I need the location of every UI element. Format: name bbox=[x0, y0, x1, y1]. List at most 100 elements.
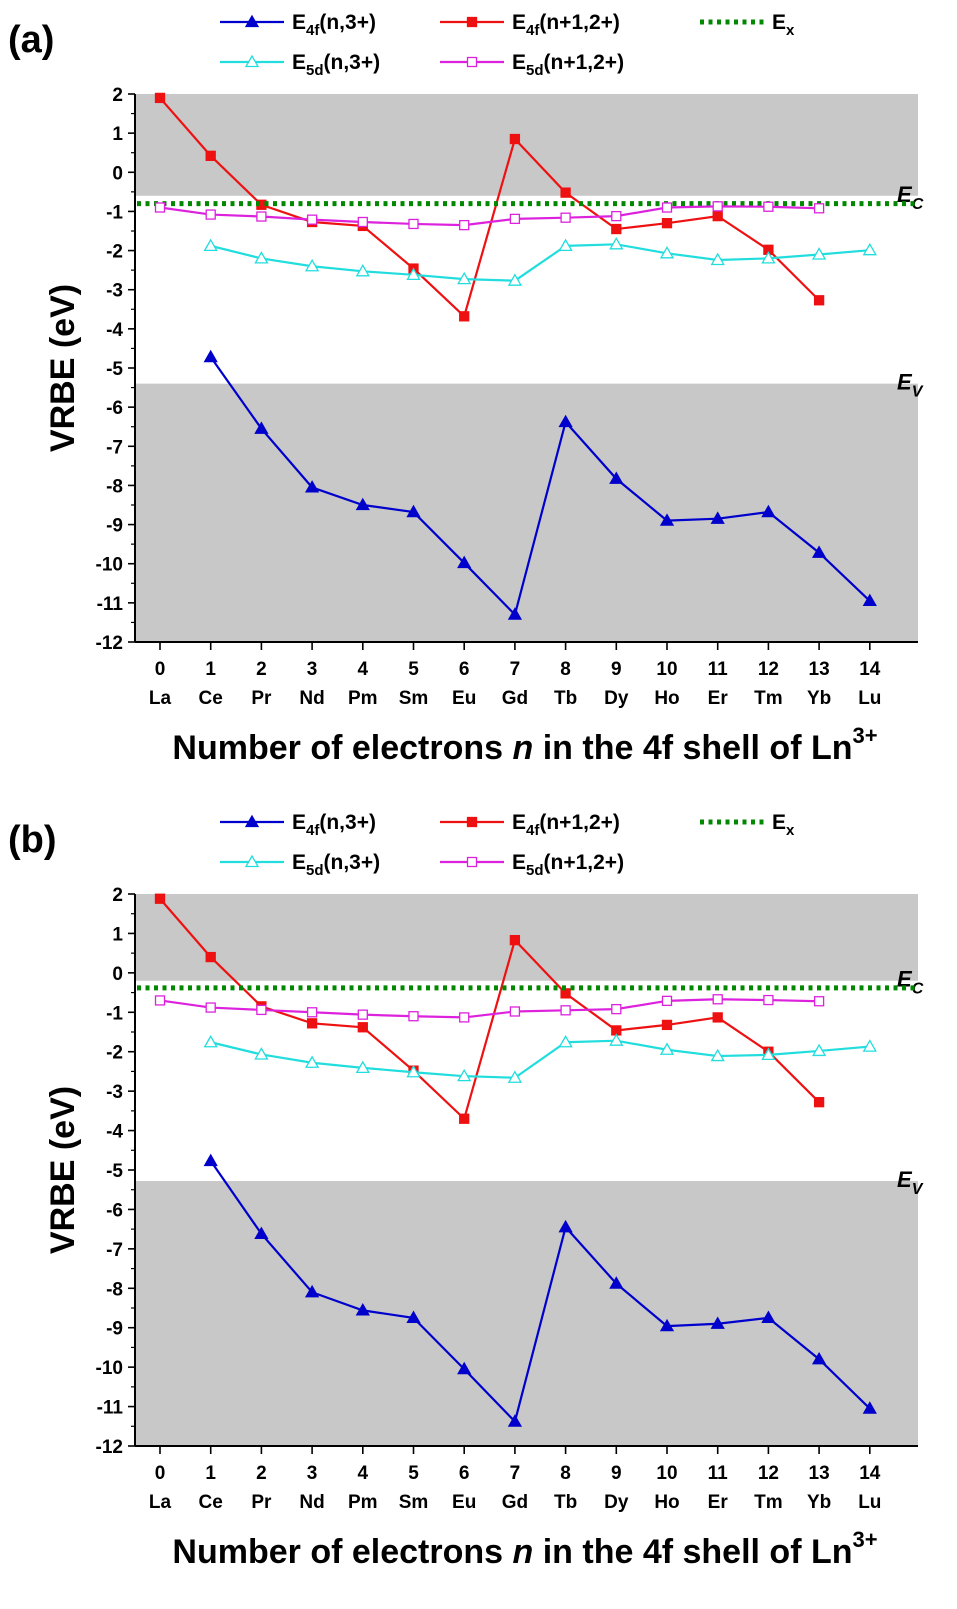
data-point bbox=[304, 258, 320, 272]
x-tick-label: 7 bbox=[510, 659, 521, 680]
y-tick-label: -8 bbox=[106, 1279, 123, 1300]
data-point bbox=[406, 1310, 421, 1324]
data-point bbox=[558, 1219, 573, 1233]
conduction-band bbox=[135, 894, 918, 981]
x-tick-sublabel: Tm bbox=[754, 688, 783, 709]
x-tick-sublabel: Yb bbox=[807, 688, 831, 709]
x-tick-sublabel: Er bbox=[708, 1492, 729, 1513]
data-point bbox=[306, 1018, 318, 1029]
y-tick-label: 1 bbox=[112, 924, 123, 945]
ev-label: EV bbox=[897, 1167, 924, 1198]
series-line bbox=[159, 97, 820, 319]
legend-item: E4f(n,3+) bbox=[220, 11, 376, 39]
data-point bbox=[254, 1047, 269, 1060]
x-tick-label: 2 bbox=[256, 659, 267, 680]
y-tick-label: 2 bbox=[112, 85, 123, 106]
y-tick-label: 2 bbox=[112, 885, 123, 906]
legend-label: E5d(n,3+) bbox=[292, 851, 380, 879]
x-tick-sublabel: Pm bbox=[348, 1492, 378, 1513]
data-point bbox=[256, 1004, 267, 1016]
y-tick-label: -10 bbox=[96, 555, 123, 576]
y-tick-label: -7 bbox=[106, 1240, 123, 1261]
y-tick-label: -5 bbox=[106, 1161, 123, 1182]
data-point bbox=[357, 1022, 368, 1033]
data-point bbox=[609, 1276, 624, 1289]
x-tick-sublabel: Tb bbox=[554, 688, 577, 709]
data-point bbox=[862, 1401, 877, 1414]
legend-label: E5d(n+1,2+) bbox=[512, 51, 624, 79]
data-point bbox=[862, 1039, 877, 1052]
y-tick-label: -2 bbox=[106, 242, 123, 263]
data-point bbox=[862, 242, 877, 256]
data-point bbox=[811, 1043, 827, 1057]
x-tick-label: 12 bbox=[758, 1463, 779, 1484]
y-tick-label: -1 bbox=[106, 202, 123, 223]
x-tick-sublabel: Sm bbox=[399, 688, 429, 709]
data-point bbox=[357, 216, 368, 228]
y-axis-title: VRBE (eV) bbox=[44, 1086, 82, 1254]
valence-band bbox=[135, 1181, 918, 1446]
data-point bbox=[406, 267, 421, 280]
x-tick-sublabel: Dy bbox=[604, 688, 629, 709]
data-point bbox=[154, 995, 166, 1006]
data-point bbox=[203, 1153, 218, 1167]
x-tick-label: 9 bbox=[611, 1463, 622, 1484]
data-point bbox=[712, 210, 723, 222]
x-tick-sublabel: Eu bbox=[452, 688, 476, 709]
data-point bbox=[507, 273, 523, 286]
data-point bbox=[254, 251, 269, 264]
data-point bbox=[306, 214, 318, 225]
x-tick-label: 8 bbox=[560, 659, 571, 680]
data-point bbox=[611, 223, 622, 235]
legend-item: E5d(n+1,2+) bbox=[440, 851, 624, 879]
x-tick-sublabel: Ce bbox=[199, 1492, 223, 1513]
y-tick-label: -10 bbox=[96, 1358, 123, 1379]
legend: E4f(n,3+) E4f(n+1,2+) Ex E5d(n,3+) E5d(n+1,2… bbox=[220, 811, 795, 879]
legend-label: Ex bbox=[772, 811, 795, 839]
x-tick-label: 7 bbox=[510, 1463, 521, 1484]
legend-item: E4f(n,3+) bbox=[220, 811, 376, 839]
x-tick-label: 5 bbox=[408, 1463, 419, 1484]
data-point bbox=[457, 555, 472, 569]
legend-marker bbox=[466, 816, 478, 828]
data-point bbox=[406, 1064, 421, 1078]
data-point bbox=[659, 513, 675, 526]
series-line bbox=[159, 998, 820, 1019]
data-point bbox=[659, 1042, 675, 1055]
valence-band bbox=[135, 383, 918, 642]
y-tick-label: -4 bbox=[106, 320, 123, 341]
x-tick-label: 2 bbox=[256, 1463, 267, 1484]
data-point bbox=[509, 934, 521, 946]
data-point bbox=[154, 893, 166, 904]
y-axis-title: VRBE (eV) bbox=[44, 284, 82, 452]
x-tick-sublabel: Pr bbox=[251, 688, 272, 709]
data-point bbox=[306, 1007, 318, 1018]
data-point bbox=[609, 1033, 624, 1046]
data-point bbox=[813, 996, 825, 1007]
legend-item: E4f(n+1,2+) bbox=[440, 811, 620, 839]
series-E5d-n-1-2 bbox=[154, 201, 825, 231]
legend-item: Ex bbox=[700, 811, 795, 839]
data-point bbox=[761, 251, 776, 264]
x-tick-label: 14 bbox=[859, 1463, 881, 1484]
data-point bbox=[560, 187, 571, 198]
series-line bbox=[159, 205, 820, 227]
conduction-band bbox=[135, 94, 918, 196]
data-point bbox=[254, 421, 269, 434]
y-tick-label: -11 bbox=[97, 594, 124, 615]
legend-item: E5d(n+1,2+) bbox=[440, 51, 624, 79]
data-point bbox=[254, 1226, 269, 1240]
legend-marker bbox=[466, 856, 478, 868]
x-tick-label: 8 bbox=[560, 1463, 571, 1484]
legend-label: E4f(n+1,2+) bbox=[512, 11, 620, 39]
data-point bbox=[763, 994, 774, 1006]
data-point bbox=[205, 209, 216, 220]
x-tick-sublabel: Nd bbox=[299, 688, 324, 709]
y-tick-label: 0 bbox=[112, 964, 123, 985]
y-tick-label: -12 bbox=[96, 633, 123, 654]
data-point bbox=[205, 1002, 216, 1013]
series-E4f-n-3 bbox=[203, 349, 877, 620]
y-tick-label: -5 bbox=[106, 359, 123, 380]
y-tick-label: -12 bbox=[96, 1437, 123, 1458]
x-tick-sublabel: Er bbox=[708, 688, 729, 709]
